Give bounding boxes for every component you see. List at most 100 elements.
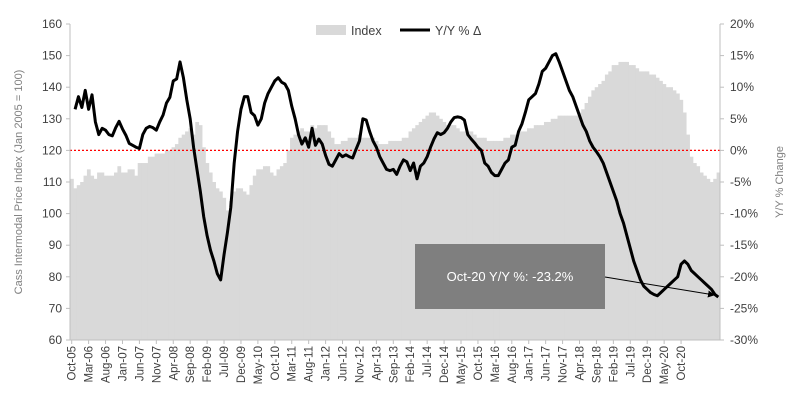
index-bar bbox=[239, 188, 244, 340]
x-tick-label: Aug-11 bbox=[304, 346, 316, 382]
index-bar bbox=[659, 80, 663, 340]
index-bar bbox=[174, 144, 179, 340]
index-bar bbox=[367, 137, 372, 340]
index-bar bbox=[571, 115, 575, 340]
x-tick-label: Dec-14 bbox=[439, 345, 451, 383]
x-tick-label: Dec-19 bbox=[642, 346, 654, 383]
index-bar bbox=[208, 172, 213, 340]
index-bar bbox=[86, 169, 91, 340]
index-bar bbox=[276, 169, 281, 340]
legend-yoy-label: Y/Y % Δ bbox=[435, 24, 481, 38]
index-bar bbox=[202, 147, 206, 340]
index-bar bbox=[259, 169, 264, 340]
index-bar bbox=[151, 156, 156, 340]
index-bar bbox=[249, 185, 254, 340]
index-bar bbox=[225, 210, 230, 340]
index-bar bbox=[527, 128, 531, 340]
x-tick-label: Oct-15 bbox=[473, 346, 485, 381]
index-bar bbox=[533, 125, 538, 341]
index-bar bbox=[361, 137, 365, 340]
index-bar bbox=[388, 140, 393, 340]
index-bar bbox=[137, 163, 142, 340]
index-bar bbox=[134, 175, 139, 340]
index-bar bbox=[652, 74, 657, 340]
index-bar bbox=[472, 134, 477, 340]
index-bar bbox=[550, 118, 555, 340]
yoy-series-line bbox=[73, 52, 720, 299]
index-bar bbox=[130, 169, 135, 340]
index-bar bbox=[100, 172, 105, 340]
index-bar bbox=[479, 137, 484, 340]
index-bar bbox=[395, 140, 399, 340]
x-tick-label: Feb-14 bbox=[405, 345, 417, 382]
index-bar bbox=[300, 128, 304, 340]
index-bar bbox=[323, 125, 328, 341]
index-bar bbox=[171, 147, 176, 340]
index-bar bbox=[191, 134, 196, 340]
index-bar bbox=[442, 121, 447, 341]
index-bar bbox=[611, 65, 616, 340]
index-bar bbox=[262, 166, 267, 340]
index-bars bbox=[70, 61, 721, 341]
index-bar bbox=[435, 115, 440, 340]
x-tick-label: Jun-07 bbox=[134, 346, 146, 381]
index-bar bbox=[408, 131, 413, 340]
x-tick-label: May-15 bbox=[456, 346, 468, 384]
index-bar bbox=[350, 137, 355, 340]
x-tick-label: Nov-17 bbox=[558, 346, 570, 383]
right-tick-label: -5% bbox=[730, 175, 752, 189]
index-bar bbox=[103, 175, 108, 340]
index-bar bbox=[587, 96, 592, 341]
annotation: Oct-20 Y/Y %: -23.2% bbox=[415, 244, 715, 309]
index-bar bbox=[574, 115, 579, 340]
index-bar bbox=[374, 140, 379, 340]
index-bar bbox=[337, 144, 342, 340]
index-bar bbox=[513, 134, 518, 340]
index-bar bbox=[672, 90, 677, 340]
index-bar bbox=[425, 115, 430, 340]
index-bar bbox=[716, 172, 721, 340]
index-bar bbox=[384, 144, 389, 340]
index-bar bbox=[675, 93, 680, 341]
index-bar bbox=[682, 112, 687, 340]
left-tick-label: 130 bbox=[42, 112, 62, 126]
index-bar bbox=[709, 182, 714, 340]
index-bar bbox=[313, 128, 318, 340]
index-bar bbox=[273, 175, 277, 340]
index-bar bbox=[120, 172, 125, 340]
index-bar bbox=[455, 128, 460, 340]
index-bar bbox=[114, 172, 118, 340]
index-bar bbox=[286, 150, 291, 340]
index-bar bbox=[161, 153, 166, 340]
index-bar bbox=[269, 172, 274, 340]
index-bar bbox=[283, 163, 288, 340]
axes: 60 70 80 90 100 110 120 130 140 150 160 -30% -25% -20… bbox=[13, 17, 786, 384]
left-tick-label: 160 bbox=[42, 17, 62, 31]
index-bar bbox=[364, 137, 369, 340]
index-bar bbox=[158, 153, 162, 340]
index-bar bbox=[635, 68, 640, 341]
index-bar bbox=[93, 178, 98, 340]
index-bar bbox=[618, 61, 623, 341]
index-bar bbox=[452, 125, 457, 341]
index-bar bbox=[405, 137, 409, 340]
index-bar bbox=[679, 99, 684, 340]
index-bar bbox=[489, 140, 494, 340]
index-bar bbox=[621, 61, 626, 341]
index-bar bbox=[445, 125, 450, 341]
index-bar bbox=[401, 137, 406, 340]
right-tick-label: -15% bbox=[730, 238, 758, 252]
index-bar bbox=[462, 131, 467, 340]
x-tick-label: Nov-12 bbox=[354, 346, 366, 383]
right-tick-label: 15% bbox=[730, 49, 754, 63]
index-bar bbox=[631, 65, 636, 340]
index-bar bbox=[520, 131, 525, 340]
index-bar bbox=[347, 137, 352, 340]
index-bar bbox=[510, 134, 514, 340]
x-tick-label: Oct-10 bbox=[270, 346, 282, 381]
index-bar bbox=[334, 144, 338, 340]
index-bar bbox=[703, 175, 707, 340]
right-tick-label: 20% bbox=[730, 17, 754, 31]
index-bar bbox=[80, 182, 84, 340]
